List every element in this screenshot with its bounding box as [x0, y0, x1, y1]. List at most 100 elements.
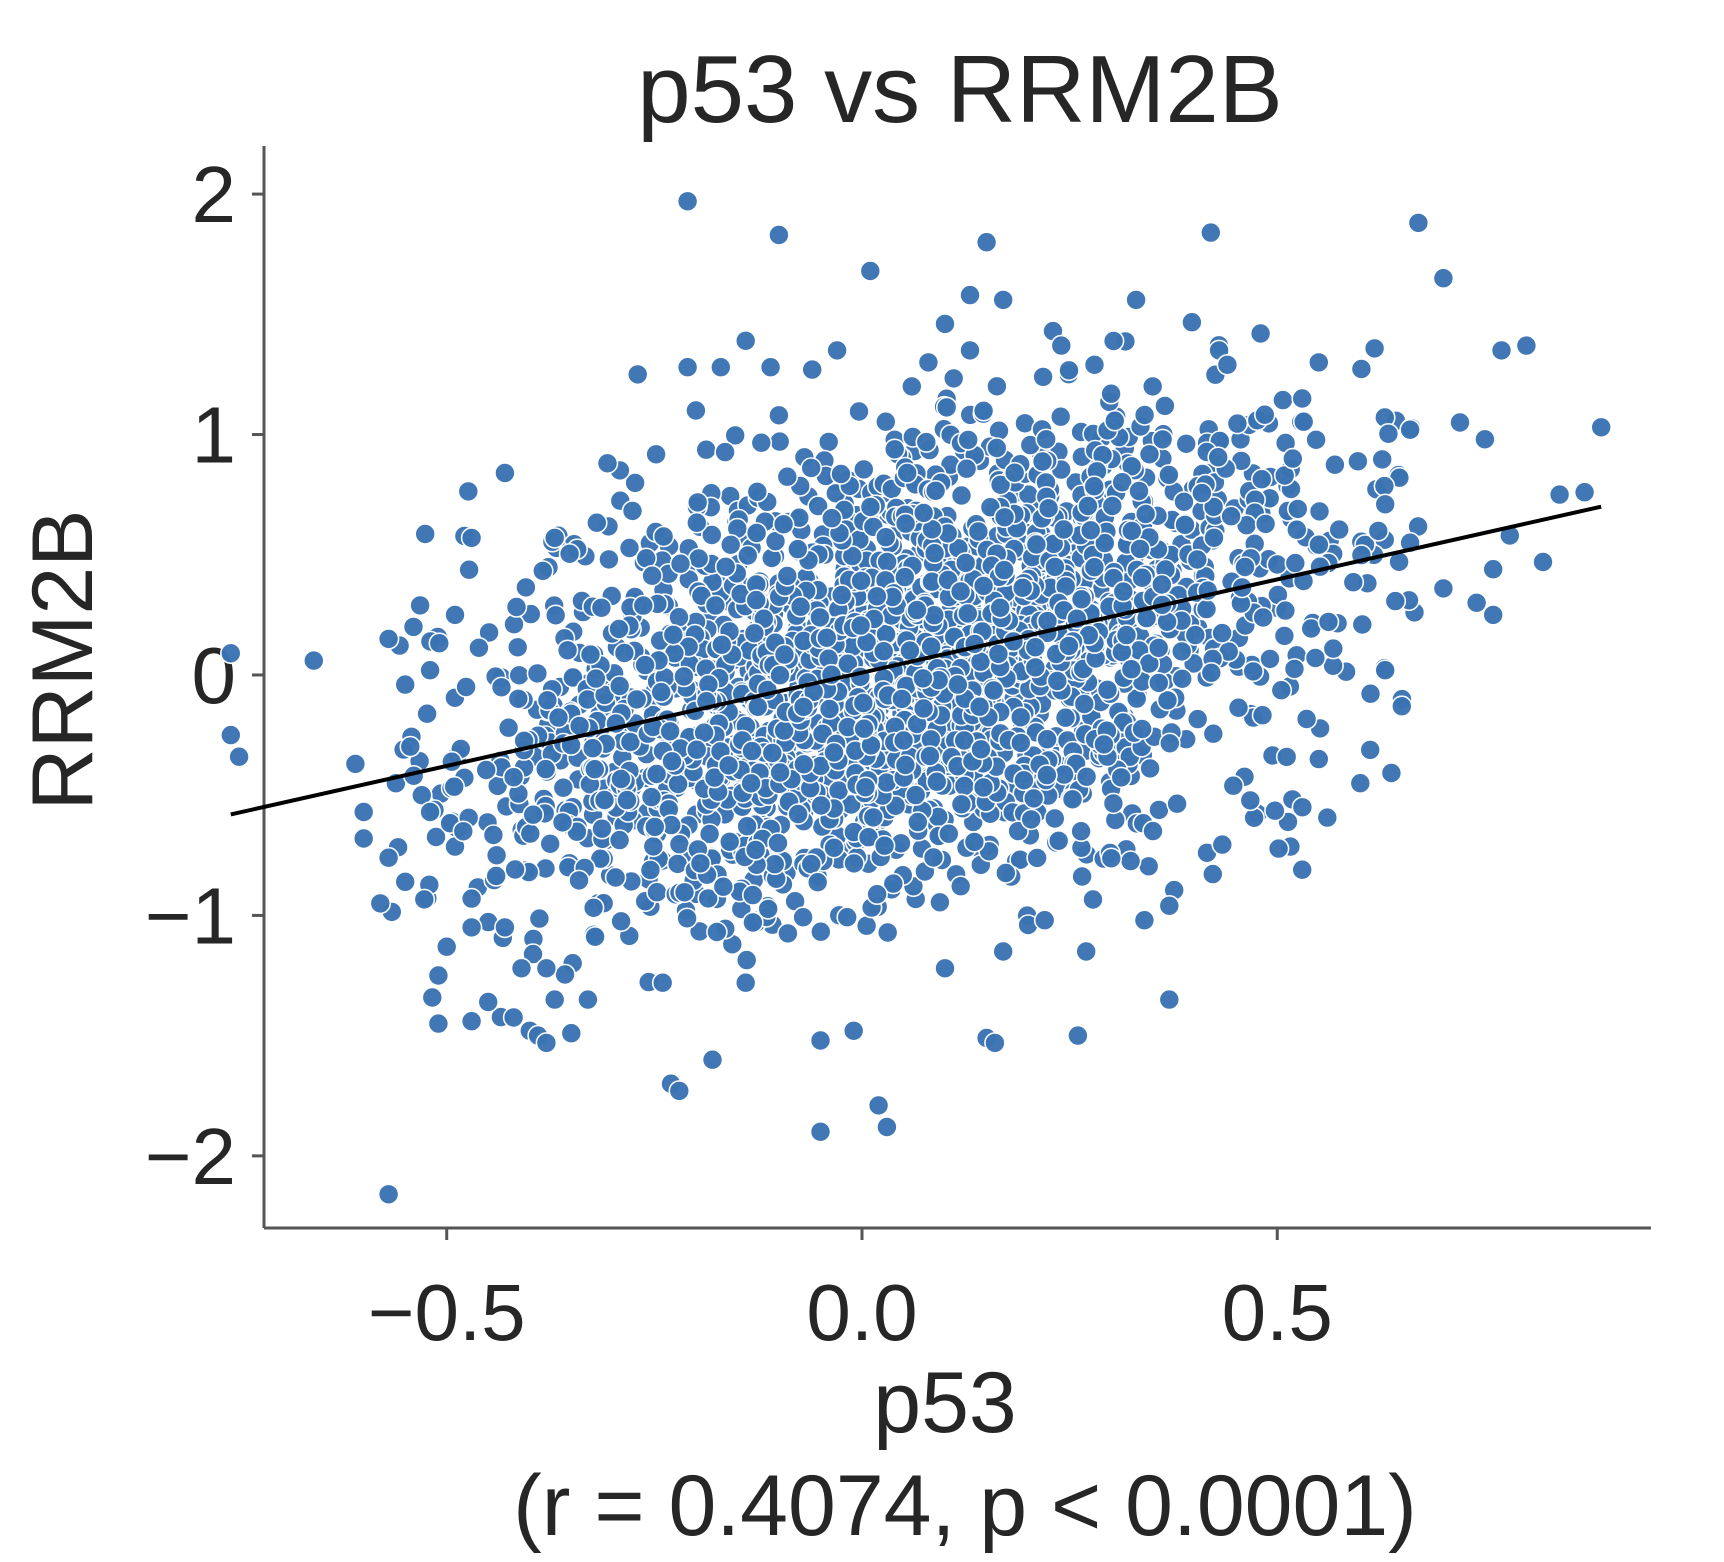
data-point [1377, 422, 1400, 445]
data-point [792, 906, 814, 929]
data-point [956, 602, 979, 625]
data-point [1093, 733, 1115, 756]
data-point [645, 443, 667, 466]
data-point [661, 750, 683, 773]
data-point [953, 775, 976, 797]
data-point [377, 1183, 400, 1206]
data-point [416, 702, 438, 725]
data-point [560, 1022, 583, 1044]
data-point [1022, 787, 1045, 810]
data-point [700, 524, 723, 546]
data-point [697, 887, 720, 910]
data-point [942, 367, 965, 390]
data-point [1374, 493, 1396, 516]
data-point [522, 943, 544, 965]
data-point [817, 431, 840, 453]
data-point [906, 599, 928, 621]
data-point [616, 789, 638, 811]
data-point [989, 473, 1012, 496]
data-point [458, 558, 480, 581]
data-point [1207, 446, 1229, 469]
data-point [1112, 580, 1135, 603]
data-point [1137, 855, 1160, 878]
data-point [924, 479, 947, 502]
data-point [809, 1121, 832, 1143]
data-point [734, 329, 757, 352]
data-point [1013, 769, 1035, 792]
data-point [510, 957, 533, 980]
data-point [1363, 337, 1386, 360]
data-point [874, 410, 897, 433]
data-point [1158, 988, 1181, 1011]
x-tick-label: −0.5 [368, 1268, 526, 1357]
data-point [1033, 909, 1056, 932]
data-point [610, 768, 632, 790]
data-point [1024, 656, 1047, 679]
data-point [1202, 863, 1224, 885]
data-point [526, 662, 549, 685]
data-point [625, 688, 648, 711]
data-point [746, 695, 769, 718]
data-point [1249, 322, 1272, 345]
data-point [1104, 409, 1126, 432]
data-point [668, 833, 691, 856]
data-point [585, 667, 607, 690]
data-point [876, 1116, 898, 1138]
data-point [478, 621, 500, 644]
data-point [1234, 556, 1256, 578]
data-point [544, 604, 567, 627]
data-point [883, 438, 906, 461]
data-point [946, 673, 969, 696]
data-point [695, 438, 718, 461]
data-point [435, 935, 458, 958]
data-point [917, 351, 940, 374]
data-point [1151, 573, 1173, 596]
data-point [744, 839, 767, 861]
data-point [591, 817, 613, 840]
data-point [1291, 858, 1313, 881]
data-point [767, 832, 789, 854]
y-tick-label: −1 [145, 871, 236, 960]
data-point [989, 596, 1012, 619]
data-point [855, 914, 878, 937]
data-point [562, 666, 584, 689]
data-point [1351, 613, 1374, 636]
data-point [485, 844, 508, 867]
data-point [1264, 799, 1286, 822]
data-point [1181, 311, 1203, 334]
data-point [528, 907, 551, 930]
data-point [1239, 789, 1262, 812]
data-point [986, 375, 1008, 398]
data-point [882, 872, 905, 895]
data-point [626, 363, 649, 386]
data-point [394, 870, 417, 893]
data-point [584, 925, 606, 948]
data-point [667, 773, 689, 795]
data-point [827, 779, 850, 802]
data-point [968, 695, 991, 718]
data-point [460, 916, 483, 939]
data-point [1119, 850, 1142, 872]
data-point [581, 737, 604, 760]
data-point [1270, 679, 1293, 702]
data-point [773, 643, 796, 666]
chart-title: p53 vs RRM2B [637, 36, 1283, 143]
data-point [1317, 611, 1340, 633]
data-point [641, 564, 663, 587]
data-point [769, 664, 791, 687]
data-point [1100, 847, 1123, 870]
data-point [1096, 678, 1119, 701]
data-point [1067, 1024, 1089, 1047]
data-point [508, 664, 531, 687]
data-point [552, 776, 575, 799]
data-point [786, 538, 809, 560]
data-point [1590, 416, 1612, 439]
data-point [1272, 389, 1294, 411]
data-point [1252, 606, 1274, 629]
data-point [866, 883, 888, 906]
data-point [1159, 732, 1181, 755]
data-point [1024, 636, 1047, 659]
data-point [643, 816, 666, 838]
data-point [1139, 757, 1161, 780]
data-point [477, 991, 500, 1013]
